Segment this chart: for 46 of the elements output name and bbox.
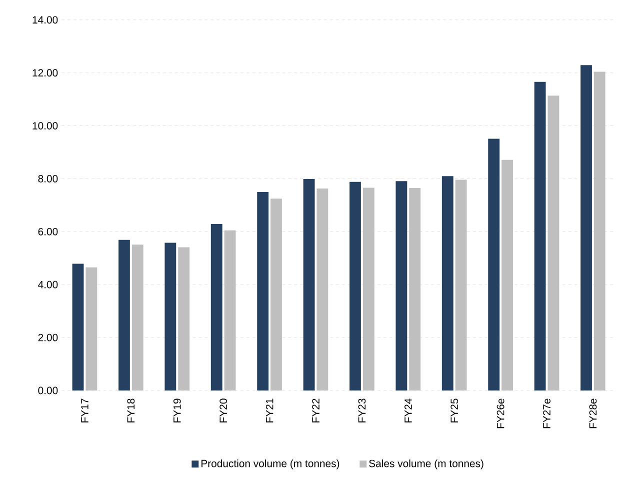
bar <box>534 82 546 391</box>
bar <box>132 244 144 391</box>
x-tick-label: FY19 <box>173 398 181 422</box>
y-tick-label: 0.00 <box>38 386 58 394</box>
x-tick-label: FY26e <box>496 398 504 428</box>
x-tick-label: FY24 <box>404 398 412 422</box>
x-tick-label: FY23 <box>358 398 366 422</box>
y-tick-label: 6.00 <box>38 228 58 236</box>
x-tick-label: FY28e <box>589 398 597 428</box>
bar <box>257 192 269 391</box>
x-tick-label: FY21 <box>266 398 274 422</box>
y-tick-label: 12.00 <box>32 69 58 77</box>
bar <box>396 181 408 391</box>
bar <box>502 160 513 391</box>
bar <box>118 240 130 391</box>
x-tick-label: FY27e <box>543 398 550 428</box>
x-tick-label: FY17 <box>81 398 88 422</box>
x-tick-label: FY18 <box>127 398 135 422</box>
legend-label: Sales volume (m tonnes) <box>369 460 484 470</box>
bar <box>409 188 421 391</box>
bar <box>442 176 454 391</box>
bar <box>350 182 361 391</box>
y-tick-label: 14.00 <box>32 16 58 24</box>
bar <box>164 242 176 391</box>
x-tick-label: FY25 <box>450 398 458 422</box>
bar <box>210 224 222 391</box>
bar <box>488 138 500 391</box>
bar <box>548 96 560 391</box>
legend-label: Production volume (m tonnes) <box>201 460 340 470</box>
x-tick-label: FY20 <box>220 398 228 422</box>
bar <box>594 72 606 391</box>
bar <box>270 198 282 391</box>
x-tick-label: FY22 <box>312 398 320 422</box>
bar <box>362 188 374 391</box>
y-tick-label: 10.00 <box>32 122 58 130</box>
y-tick-label: 2.00 <box>38 334 58 342</box>
y-tick-label: 8.00 <box>38 175 58 182</box>
bar <box>72 264 84 391</box>
bar <box>455 180 467 391</box>
bar <box>580 65 592 391</box>
bar <box>316 188 328 391</box>
y-tick-label: 4.00 <box>38 280 58 288</box>
bar <box>303 179 315 391</box>
bar <box>178 247 190 391</box>
bar <box>224 230 236 391</box>
bar <box>86 267 98 391</box>
